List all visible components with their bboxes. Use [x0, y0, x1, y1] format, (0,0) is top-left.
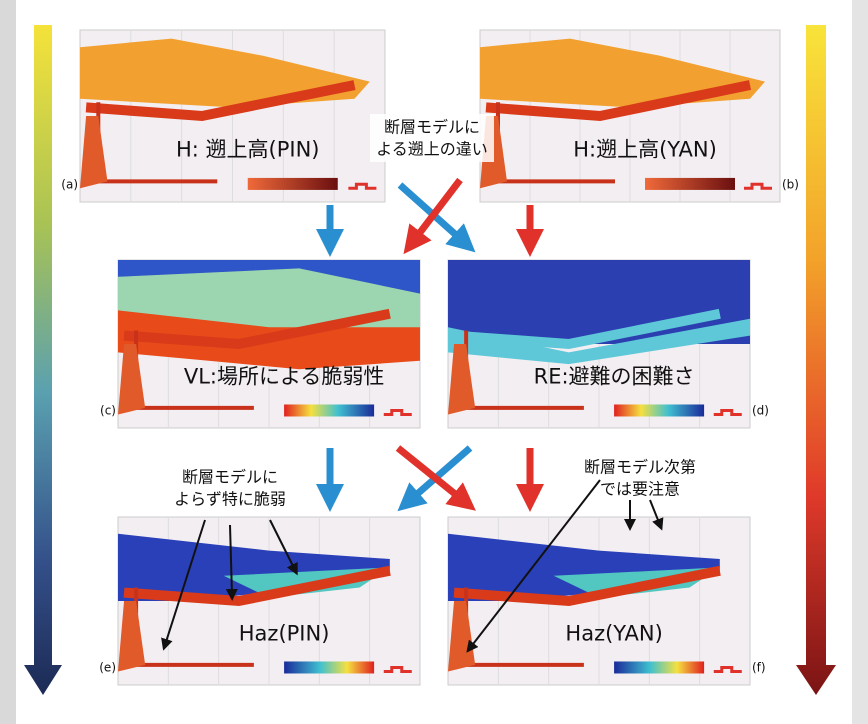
- arrow: [398, 448, 465, 502]
- panel-label: (b): [782, 177, 799, 191]
- figure: H: 遡上高(PIN) (a) H:遡上高(YAN) (b) VL:場所による脆弱性 (c…: [0, 0, 868, 724]
- colorbar: [284, 404, 374, 416]
- panel-label: (a): [61, 177, 78, 191]
- map-panel: RE:避難の困難さ (d): [448, 260, 769, 428]
- panel-title: H: 遡上高(PIN): [176, 137, 320, 161]
- panel-title: VL:場所による脆弱性: [184, 365, 385, 389]
- colorbar: [614, 661, 704, 673]
- colorbar: [284, 661, 374, 673]
- colorbar: [614, 404, 704, 416]
- panel-label: (c): [100, 404, 116, 418]
- scale-arrow-right: [796, 25, 836, 695]
- arrow: [408, 448, 470, 502]
- annotation: では要注意: [600, 480, 680, 499]
- annotation: よる遡上の違い: [376, 140, 488, 159]
- panel-label: (e): [99, 661, 116, 675]
- map-panel: Haz(PIN) (e): [99, 517, 420, 685]
- panel-title: H:遡上高(YAN): [573, 137, 717, 161]
- right-margin: [852, 0, 868, 724]
- left-margin: [0, 0, 16, 724]
- annotation: よらず特に脆弱: [174, 490, 286, 509]
- annotation: 断層モデルに: [384, 118, 480, 137]
- map-panel: H: 遡上高(PIN) (a): [61, 30, 385, 202]
- panel-label: (f): [752, 661, 766, 675]
- map-panel: Haz(YAN) (f): [448, 517, 766, 685]
- panel-label: (d): [752, 404, 769, 418]
- colorbar: [248, 178, 338, 190]
- panel-title: Haz(YAN): [565, 622, 662, 646]
- scale-arrow-left: [24, 25, 62, 695]
- panel-title: Haz(PIN): [239, 622, 330, 646]
- annotation: 断層モデル次第: [584, 458, 696, 477]
- map-panel: H:遡上高(YAN) (b): [480, 30, 799, 202]
- panel-title: RE:避難の困難さ: [534, 365, 695, 389]
- colorbar: [645, 178, 735, 190]
- map-panel: VL:場所による脆弱性 (c): [100, 260, 420, 428]
- annotation: 断層モデルに: [182, 468, 278, 487]
